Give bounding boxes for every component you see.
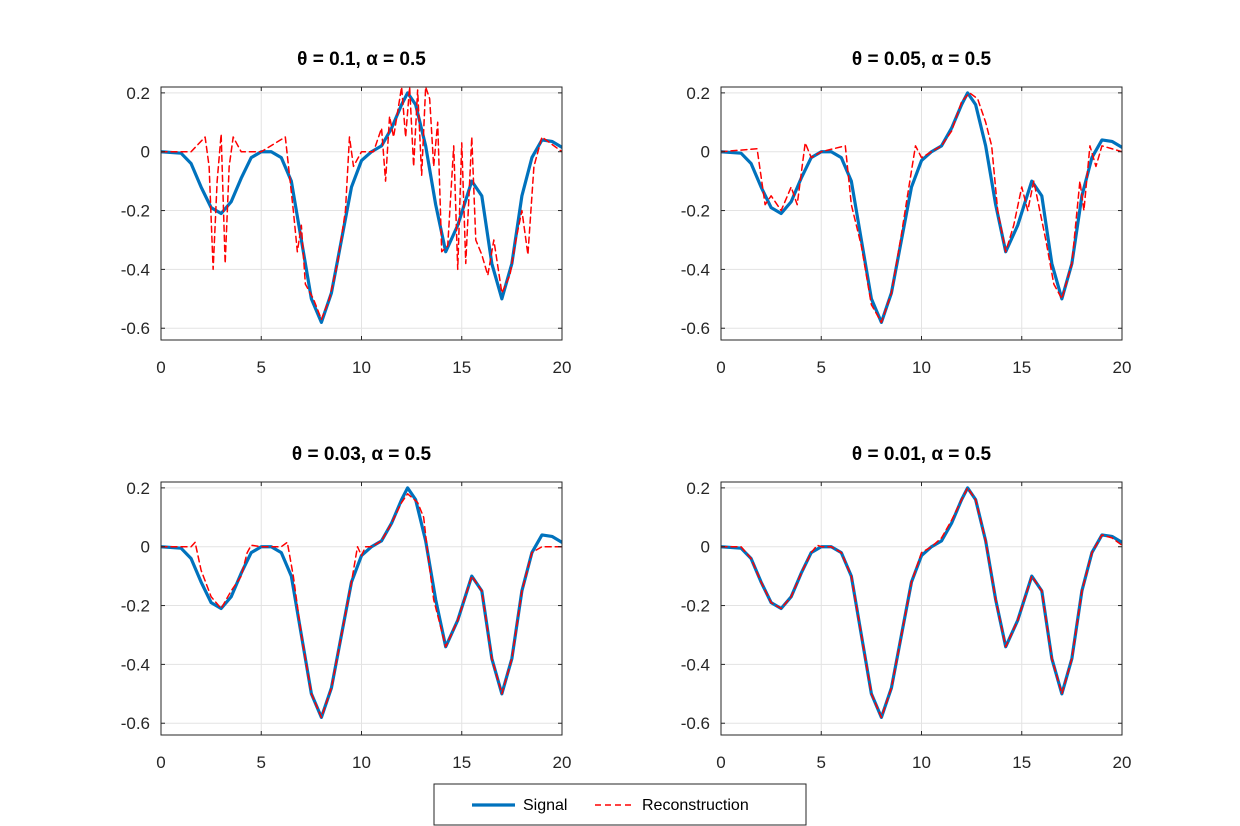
y-tick-label: 0	[701, 143, 710, 162]
y-tick-label: -0.2	[681, 202, 710, 221]
x-tick-label: 15	[1012, 753, 1031, 772]
y-tick-label: 0.2	[126, 84, 150, 103]
reconstruction-line	[161, 493, 562, 719]
legend-signal-label: Signal	[523, 797, 567, 814]
subplot-title: θ = 0.1, α = 0.5	[297, 49, 426, 70]
reconstruction-line	[161, 87, 562, 321]
subplot-4: θ = 0.01, α = 0.5 0 5 10 15 20 -0.6 -0.4 -0.2 0 0.…	[681, 444, 1132, 772]
y-tick-label: 0.2	[686, 479, 710, 498]
legend-reconstruction-label: Reconstruction	[642, 797, 749, 814]
subplot-grid: θ = 0.1, α = 0.5 0 5 10 15 20 -0.6 -0.4 -0.2 0 0.2…	[121, 49, 1132, 772]
subplot-1: θ = 0.1, α = 0.5 0 5 10 15 20 -0.6 -0.4 -0.2 0 0.2	[121, 49, 572, 377]
reconstruction-line	[721, 487, 1122, 719]
y-tick-label: -0.4	[681, 260, 710, 279]
x-tick-label: 5	[817, 753, 826, 772]
subplot-title: θ = 0.03, α = 0.5	[292, 444, 432, 465]
x-tick-label: 15	[452, 753, 471, 772]
y-tick-label: -0.4	[121, 655, 150, 674]
x-tick-label: 10	[912, 358, 931, 377]
x-tick-label: 10	[352, 358, 371, 377]
x-tick-label: 0	[716, 358, 725, 377]
x-tick-label: 10	[352, 753, 371, 772]
y-tick-label: -0.6	[121, 714, 150, 733]
subplot-title: θ = 0.01, α = 0.5	[852, 444, 992, 465]
x-tick-label: 15	[452, 358, 471, 377]
y-tick-label: -0.2	[681, 597, 710, 616]
x-tick-label: 0	[716, 753, 725, 772]
legend: Signal Reconstruction	[433, 783, 807, 826]
x-tick-label: 5	[257, 753, 266, 772]
series-group	[161, 87, 562, 324]
x-tick-label: 0	[156, 358, 165, 377]
subplot-2: θ = 0.05, α = 0.5 0 5 10 15 20 -0.6 -0.4 -0.2 0 0.…	[681, 49, 1132, 377]
x-tick-label: 15	[1012, 358, 1031, 377]
subplot-title: θ = 0.05, α = 0.5	[852, 49, 992, 70]
y-tick-label: -0.6	[121, 319, 150, 338]
x-tick-label: 5	[817, 358, 826, 377]
series-group	[721, 486, 1122, 719]
x-tick-label: 20	[1113, 358, 1132, 377]
y-tick-label: -0.2	[121, 597, 150, 616]
series-group	[721, 91, 1122, 324]
x-tick-label: 10	[912, 753, 931, 772]
y-tick-label: -0.4	[121, 260, 150, 279]
series-group	[161, 486, 562, 719]
subplot-3: θ = 0.03, α = 0.5 0 5 10 15 20 -0.6 -0.4 -0.2 0 0.…	[121, 444, 572, 772]
y-tick-label: -0.4	[681, 655, 710, 674]
reconstruction-line	[721, 92, 1122, 324]
y-tick-label: -0.6	[681, 714, 710, 733]
x-tick-label: 5	[257, 358, 266, 377]
signal-line	[161, 91, 562, 324]
y-tick-label: -0.6	[681, 319, 710, 338]
x-tick-label: 20	[1113, 753, 1132, 772]
signal-line	[721, 91, 1122, 324]
x-tick-label: 20	[553, 753, 572, 772]
y-tick-label: 0	[701, 538, 710, 557]
y-tick-label: -0.2	[121, 202, 150, 221]
y-tick-label: 0.2	[686, 84, 710, 103]
x-tick-label: 0	[156, 753, 165, 772]
x-tick-label: 20	[553, 358, 572, 377]
y-tick-label: 0.2	[126, 479, 150, 498]
y-tick-label: 0	[141, 538, 150, 557]
y-tick-label: 0	[141, 143, 150, 162]
